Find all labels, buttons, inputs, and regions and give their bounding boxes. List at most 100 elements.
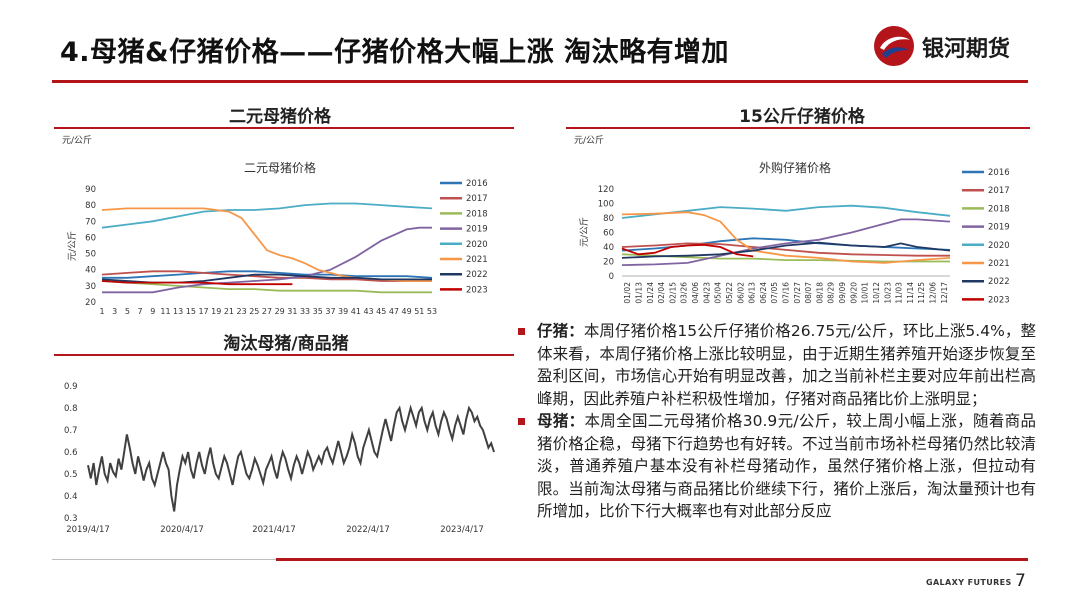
- x-tick-label: 17: [198, 307, 208, 316]
- x-tick-label: 21: [224, 307, 234, 316]
- cull-section-title: 淘汰母猪/商品猪: [223, 334, 349, 354]
- x-tick-label: 06/02: [736, 282, 745, 304]
- x-tick-label: 03/26: [680, 282, 689, 304]
- y-tick-label: 20: [85, 298, 96, 308]
- series-line-ratio: [87, 404, 495, 512]
- y-tick-label: 40: [85, 266, 96, 276]
- x-tick-label: 47: [389, 307, 399, 316]
- y-tick-label: 0: [609, 272, 614, 282]
- x-tick-label: 43: [363, 307, 373, 316]
- legend-label: 2022: [988, 277, 1010, 287]
- x-tick-label: 27: [262, 307, 272, 316]
- x-tick-label: 35: [313, 307, 323, 316]
- legend-label: 2020: [988, 241, 1010, 251]
- commentary: 仔猪：本周仔猪价格15公斤仔猪价格26.75元/公斤，环比上涨5.4%，整体来看…: [516, 320, 1036, 560]
- bullet-marker-icon: [518, 418, 525, 425]
- x-tick-label: 10/01: [861, 282, 870, 304]
- x-tick-label: 04/06: [691, 282, 700, 304]
- bullet-sow: 母猪：本周全国二元母猪价格30.9元/公斤，较上周小幅上涨，随着商品猪价格企稳，…: [516, 410, 1036, 523]
- x-tick-label: 06/13: [748, 282, 757, 304]
- x-tick-label: 10/12: [872, 282, 881, 304]
- y-tick-label: 20: [603, 258, 614, 268]
- y-tick-label: 0.5: [64, 470, 78, 480]
- y-axis-label: 元/公斤: [579, 217, 590, 247]
- footer-divider-gray: [52, 559, 276, 560]
- series-line-2023: [621, 243, 754, 258]
- y-tick-label: 30: [85, 282, 96, 292]
- x-tick-label: 7: [138, 307, 143, 316]
- x-tick-label: 12/17: [940, 282, 949, 304]
- y-tick-label: 60: [603, 229, 614, 239]
- x-tick-label: 06/24: [759, 282, 768, 304]
- series-line-2020: [101, 202, 433, 229]
- series-line-2019: [621, 218, 951, 266]
- x-tick-label: 08/07: [804, 282, 813, 304]
- x-tick-label: 51: [414, 307, 424, 316]
- y-tick-label: 40: [603, 243, 614, 253]
- y-tick-label: 70: [85, 217, 96, 227]
- x-tick-label: 02/04: [657, 282, 666, 304]
- x-tick-label: 1: [99, 307, 104, 316]
- x-tick-label: 04/23: [702, 282, 711, 304]
- footer-brand: GALAXY FUTURES: [926, 578, 1012, 587]
- piglet-section-rule: [566, 127, 1030, 129]
- legend-label: 2016: [466, 179, 488, 189]
- x-tick-label: 41: [351, 307, 361, 316]
- x-tick-label: 10/23: [883, 282, 892, 304]
- cull-section-rule: [54, 354, 514, 356]
- series-line-2023: [101, 280, 293, 286]
- x-tick-label: 11: [160, 307, 170, 316]
- unit-label: 元/公斤: [574, 135, 604, 146]
- sow-section-title: 二元母猪价格: [229, 107, 331, 127]
- legend-label: 2019: [466, 225, 488, 235]
- brand-logo: 银河期货: [872, 24, 1042, 68]
- x-tick-label: 12/06: [929, 282, 938, 304]
- y-tick-label: 0.9: [64, 382, 78, 392]
- x-tick-label: 05/22: [725, 282, 734, 304]
- x-tick-label: 13: [173, 307, 183, 316]
- y-tick-label: 80: [85, 201, 96, 211]
- x-tick-label: 08/29: [827, 282, 836, 304]
- x-tick-label: 29: [275, 307, 285, 316]
- brand-name: 银河期货: [922, 37, 1011, 62]
- x-tick-label: 11/14: [906, 282, 915, 304]
- bullet-piglet: 仔猪：本周仔猪价格15公斤仔猪价格26.75元/公斤，环比上涨5.4%，整体来看…: [516, 320, 1036, 410]
- x-tick-label: 01/02: [623, 282, 632, 304]
- x-tick-label: 01/24: [646, 282, 655, 304]
- legend-label: 2021: [988, 259, 1010, 269]
- y-axis-label: 元/公斤: [67, 231, 78, 261]
- legend-label: 2021: [466, 255, 488, 265]
- legend-label: 2023: [988, 295, 1010, 305]
- legend-label: 2022: [466, 270, 488, 280]
- x-tick-label: 07/16: [782, 282, 791, 304]
- x-tick-label: 9: [150, 307, 155, 316]
- y-tick-label: 50: [85, 250, 96, 260]
- x-tick-label: 3: [112, 307, 117, 316]
- series-line-2017: [101, 270, 432, 282]
- series-line-2018: [101, 280, 432, 294]
- galaxy-logo-icon: [874, 26, 914, 66]
- x-tick-label: 01/13: [634, 282, 643, 304]
- x-tick-label: 15: [186, 307, 196, 316]
- legend-label: 2017: [466, 194, 488, 204]
- footer-divider-red: [276, 558, 1028, 561]
- title-divider: [52, 80, 1028, 83]
- legend-label: 2017: [988, 186, 1010, 196]
- x-tick-label: 09/09: [838, 282, 847, 304]
- x-tick-label: 5: [125, 307, 130, 316]
- x-tick-label: 07/27: [793, 282, 802, 304]
- chart-title: 二元母猪价格: [244, 160, 316, 175]
- x-tick-label: 07/05: [770, 282, 779, 304]
- y-tick-label: 0.6: [64, 448, 78, 458]
- legend-label: 2019: [988, 223, 1010, 233]
- y-tick-label: 0.3: [64, 514, 78, 524]
- x-tick-label: 11/03: [895, 282, 904, 304]
- x-tick-label: 2022/4/17: [346, 525, 390, 535]
- page-number: 7: [1015, 571, 1026, 591]
- x-tick-label: 08/18: [815, 282, 824, 304]
- legend-label: 2023: [466, 285, 488, 295]
- legend-label: 2016: [988, 168, 1010, 178]
- legend-label: 2018: [466, 209, 488, 219]
